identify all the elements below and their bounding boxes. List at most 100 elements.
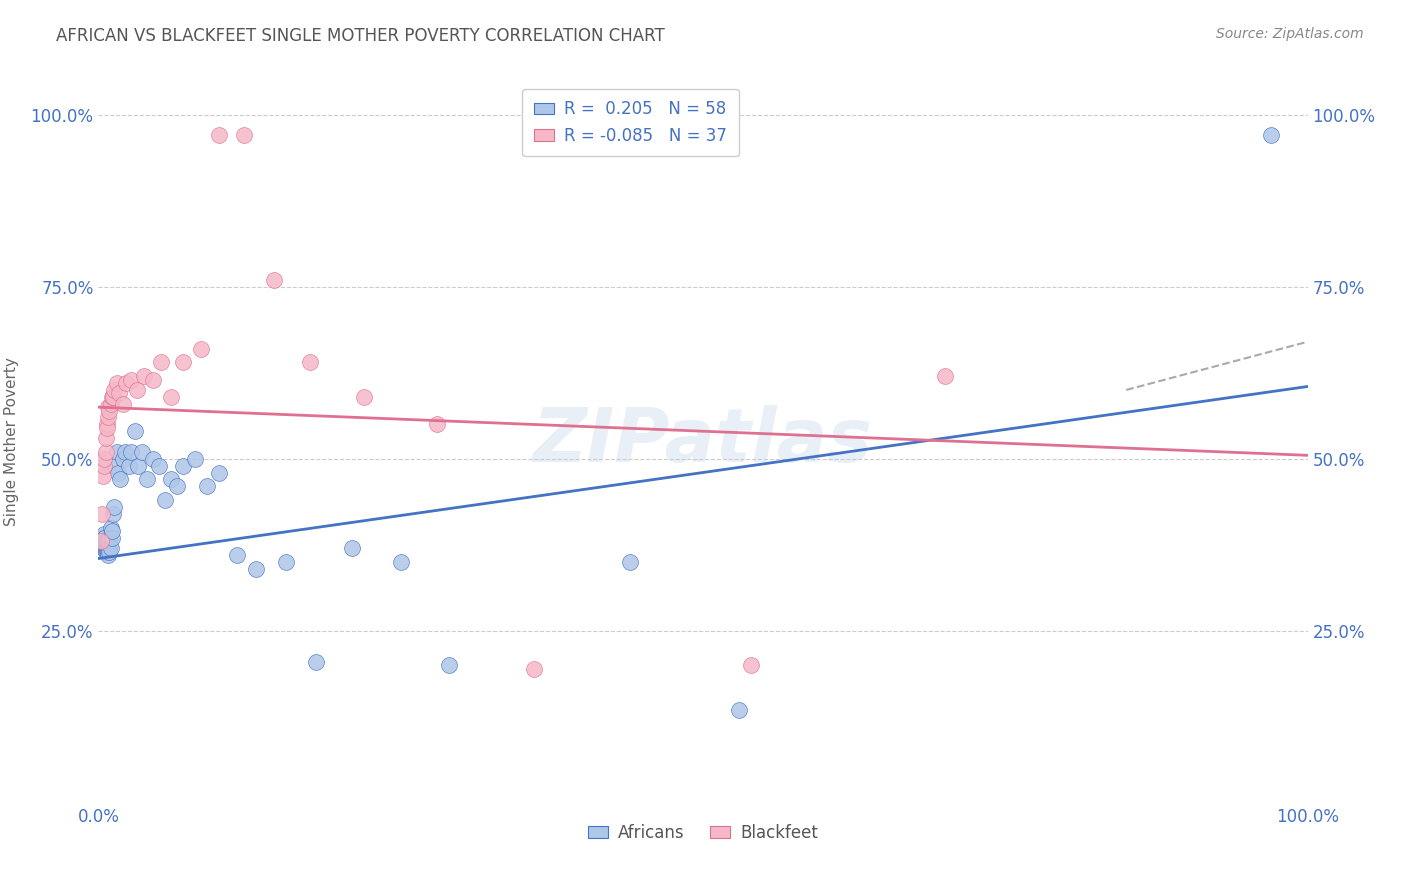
- Point: [342, 541, 364, 556]
- Point: [134, 369, 156, 384]
- Point: [94, 534, 117, 549]
- Point: [160, 390, 183, 404]
- Point: [105, 376, 128, 390]
- Point: [274, 555, 297, 569]
- Point: [114, 445, 136, 459]
- Point: [115, 376, 138, 390]
- Point: [91, 469, 114, 483]
- Point: [96, 417, 118, 432]
- Point: [100, 524, 122, 538]
- Point: [135, 472, 157, 486]
- Point: [523, 662, 546, 676]
- Point: [190, 342, 212, 356]
- Point: [104, 458, 127, 473]
- Point: [101, 507, 124, 521]
- Point: [111, 451, 134, 466]
- Point: [94, 431, 117, 445]
- Point: [208, 466, 231, 480]
- Point: [93, 451, 115, 466]
- Point: [131, 445, 153, 459]
- Point: [100, 390, 122, 404]
- Point: [91, 507, 114, 521]
- Point: [93, 527, 115, 541]
- Point: [100, 397, 122, 411]
- Point: [195, 479, 218, 493]
- Point: [96, 544, 118, 558]
- Point: [97, 544, 120, 558]
- Point: [172, 355, 194, 369]
- Point: [105, 445, 128, 459]
- Point: [172, 458, 194, 473]
- Point: [91, 541, 114, 556]
- Point: [263, 273, 285, 287]
- Point: [299, 355, 322, 369]
- Point: [728, 703, 751, 717]
- Point: [90, 531, 112, 545]
- Point: [97, 548, 120, 562]
- Point: [118, 458, 141, 473]
- Point: [98, 541, 121, 556]
- Point: [1260, 128, 1282, 143]
- Point: [94, 544, 117, 558]
- Point: [103, 383, 125, 397]
- Point: [94, 538, 117, 552]
- Point: [96, 421, 118, 435]
- Point: [184, 451, 207, 466]
- Point: [150, 355, 173, 369]
- Text: AFRICAN VS BLACKFEET SINGLE MOTHER POVERTY CORRELATION CHART: AFRICAN VS BLACKFEET SINGLE MOTHER POVER…: [56, 27, 665, 45]
- Point: [245, 562, 267, 576]
- Point: [389, 555, 412, 569]
- Point: [226, 548, 249, 562]
- Point: [142, 373, 165, 387]
- Point: [426, 417, 449, 432]
- Point: [148, 458, 170, 473]
- Point: [100, 541, 122, 556]
- Point: [96, 538, 118, 552]
- Legend: Africans, Blackfeet: Africans, Blackfeet: [582, 817, 824, 848]
- Point: [91, 534, 114, 549]
- Point: [93, 458, 115, 473]
- Point: [208, 128, 231, 143]
- Point: [98, 534, 121, 549]
- Text: ZIPatlas: ZIPatlas: [533, 405, 873, 478]
- Point: [619, 555, 641, 569]
- Point: [97, 410, 120, 425]
- Point: [107, 466, 129, 480]
- Point: [120, 373, 142, 387]
- Point: [91, 538, 114, 552]
- Point: [127, 383, 149, 397]
- Point: [124, 424, 146, 438]
- Point: [305, 655, 328, 669]
- Point: [120, 445, 142, 459]
- Point: [103, 500, 125, 514]
- Point: [94, 541, 117, 556]
- Point: [437, 658, 460, 673]
- Point: [127, 458, 149, 473]
- Point: [108, 386, 131, 401]
- Text: Source: ZipAtlas.com: Source: ZipAtlas.com: [1216, 27, 1364, 41]
- Point: [232, 128, 254, 143]
- Point: [98, 544, 121, 558]
- Point: [353, 390, 375, 404]
- Point: [101, 390, 124, 404]
- Point: [98, 403, 121, 417]
- Point: [934, 369, 956, 384]
- Point: [100, 531, 122, 545]
- Point: [90, 534, 112, 549]
- Point: [142, 451, 165, 466]
- Y-axis label: Single Mother Poverty: Single Mother Poverty: [4, 357, 20, 526]
- Point: [111, 397, 134, 411]
- Point: [108, 472, 131, 486]
- Point: [96, 534, 118, 549]
- Point: [96, 541, 118, 556]
- Point: [100, 520, 122, 534]
- Point: [93, 538, 115, 552]
- Point: [153, 493, 176, 508]
- Point: [166, 479, 188, 493]
- Point: [160, 472, 183, 486]
- Point: [97, 541, 120, 556]
- Point: [93, 531, 115, 545]
- Point: [740, 658, 762, 673]
- Point: [94, 445, 117, 459]
- Point: [97, 400, 120, 414]
